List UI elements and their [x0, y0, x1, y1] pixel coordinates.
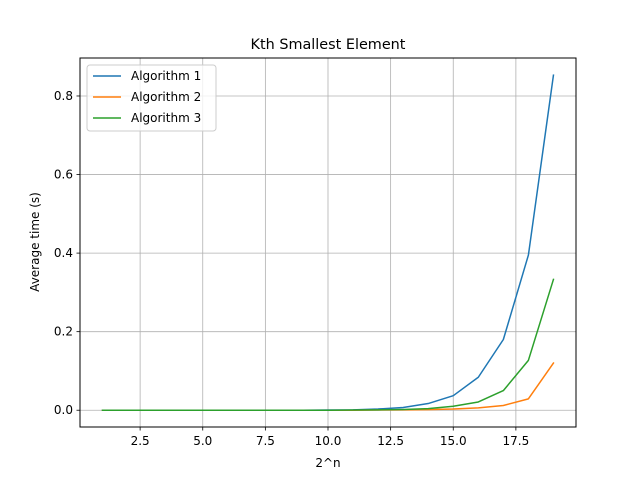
x-tick-label: 5.0	[193, 434, 212, 448]
y-axis-ticks: 0.0 0.2 0.4 0.6 0.8	[54, 89, 80, 417]
x-axis-ticks: 2.5 5.0 7.5 10.0 12.5 15.0 17.5	[131, 427, 530, 448]
x-tick-label: 10.0	[315, 434, 342, 448]
x-tick-label: 15.0	[440, 434, 467, 448]
chart-title: Kth Smallest Element	[251, 37, 406, 53]
y-tick-label: 0.6	[54, 168, 73, 182]
y-tick-label: 0.8	[54, 89, 73, 103]
series-line-algorithm-3	[101, 278, 555, 411]
x-tick-label: 7.5	[256, 434, 275, 448]
x-tick-label: 2.5	[131, 434, 150, 448]
legend-box	[86, 64, 217, 132]
series-lines	[101, 74, 555, 411]
legend-label-algorithm-2: Algorithm 2	[131, 90, 201, 104]
x-tick-label: 17.5	[503, 434, 530, 448]
y-tick-label: 0.0	[54, 403, 73, 417]
legend-label-algorithm-3: Algorithm 3	[131, 111, 201, 125]
legend-label-algorithm-1: Algorithm 1	[131, 69, 201, 83]
y-axis-label: Average time (s)	[28, 192, 42, 292]
y-tick-label: 0.2	[54, 325, 73, 339]
x-tick-label: 12.5	[377, 434, 404, 448]
y-tick-label: 0.4	[54, 246, 73, 260]
legend: Algorithm 1 Algorithm 2 Algorithm 3	[86, 64, 217, 132]
x-axis-label: 2^n	[315, 456, 340, 470]
